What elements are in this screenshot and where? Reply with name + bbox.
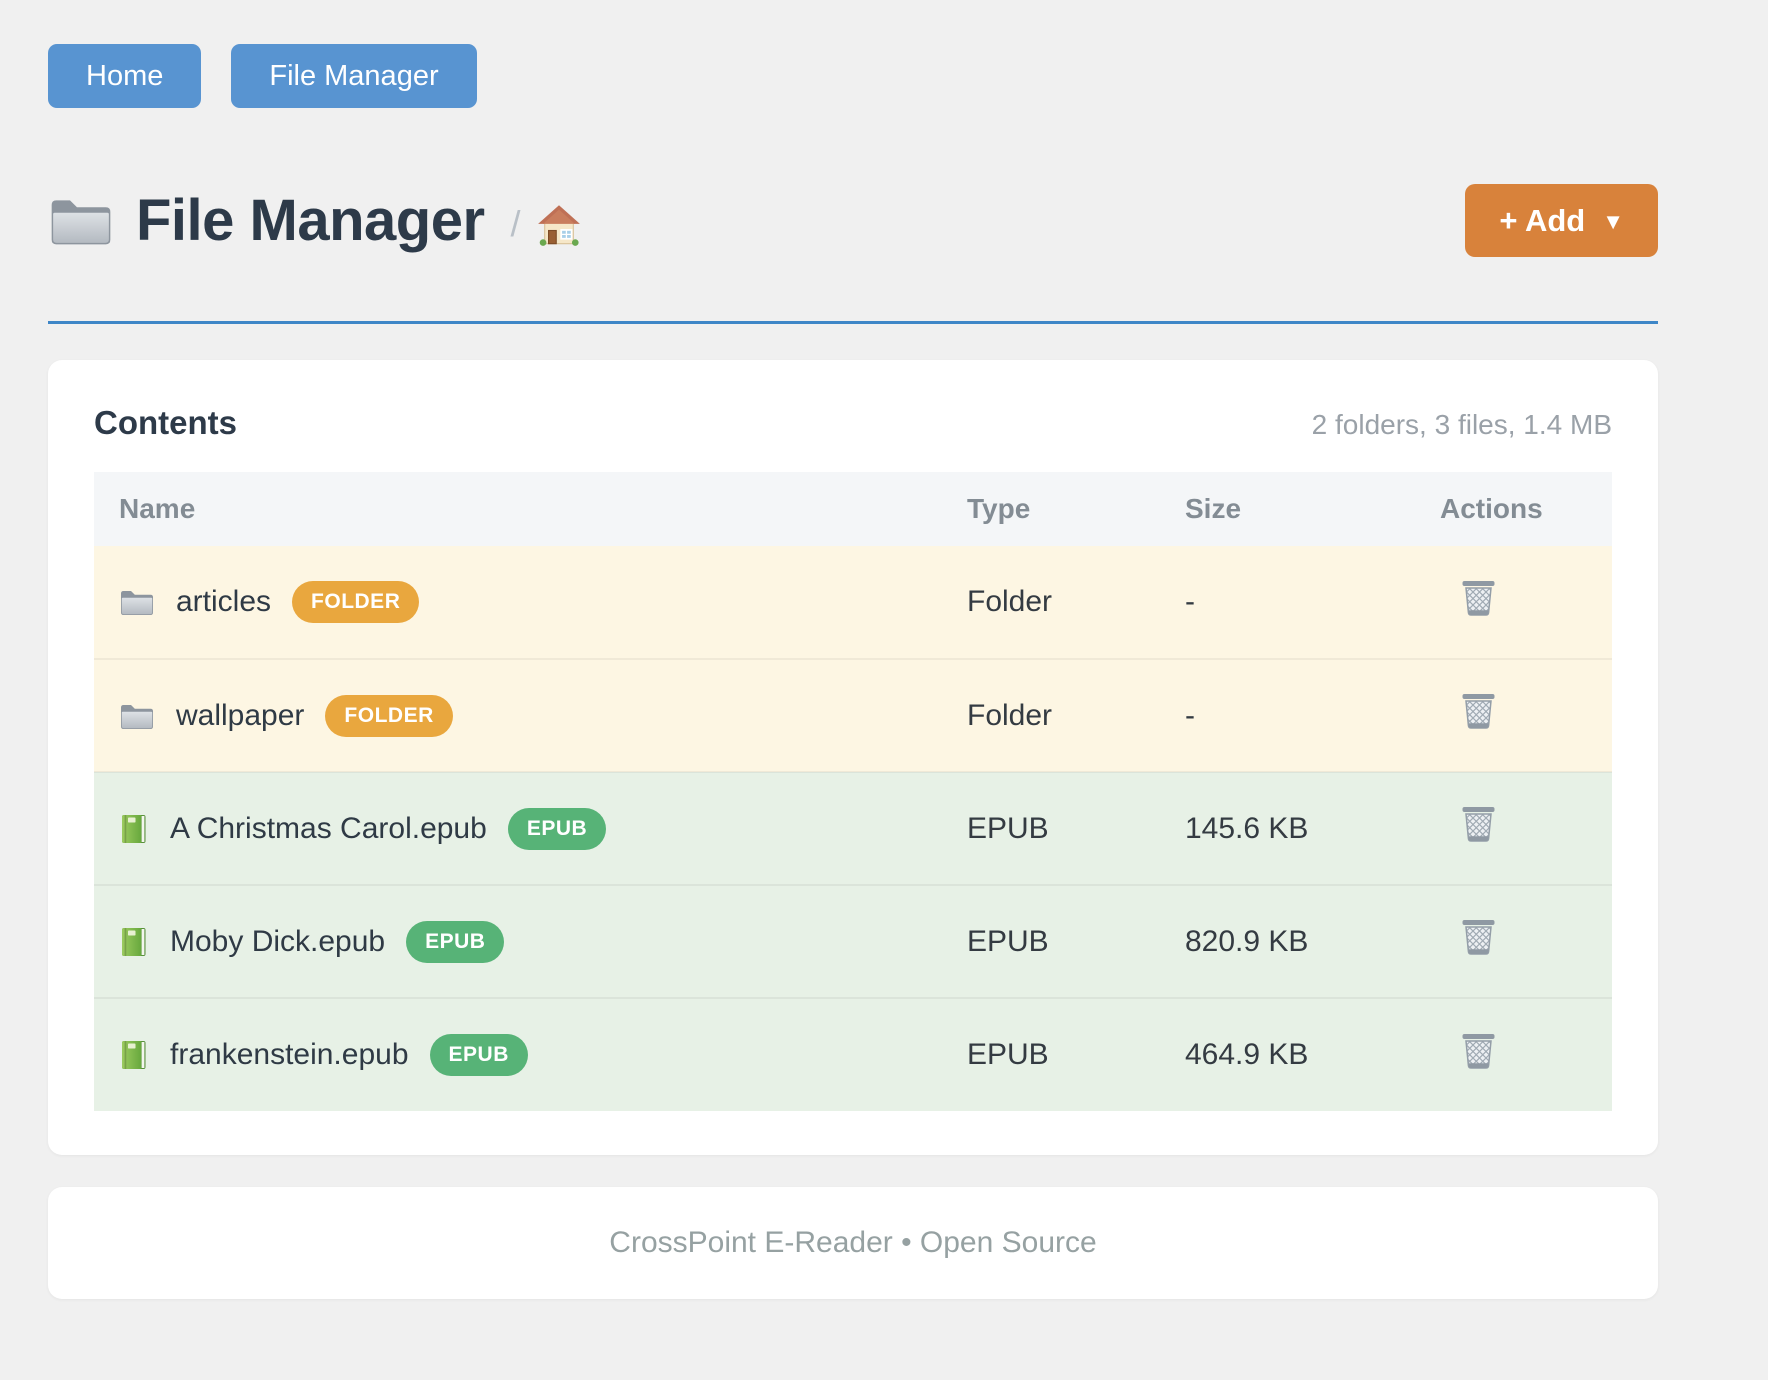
table-row[interactable]: wallpaper FOLDER Folder -	[94, 659, 1612, 772]
caret-down-icon: ▼	[1602, 209, 1624, 234]
file-name: Moby Dick.epub	[170, 924, 386, 958]
trash-icon	[1460, 918, 1497, 957]
delete-button[interactable]	[1460, 1032, 1497, 1071]
column-header-name: Name	[119, 493, 196, 524]
page: Home File Manager File Manager / + Add ▼…	[48, 0, 1658, 1299]
page-title: File Manager	[136, 188, 485, 253]
trash-icon	[1460, 1032, 1497, 1071]
table-row[interactable]: frankenstein.epub EPUB EPUB 464.9 KB	[94, 998, 1612, 1111]
file-size: 464.9 KB	[1185, 1038, 1309, 1071]
nav-home-button[interactable]: Home	[48, 44, 202, 108]
footer-text: CrossPoint E-Reader • Open Source	[609, 1226, 1097, 1259]
green-book-icon	[119, 813, 149, 845]
contents-card: Contents 2 folders, 3 files, 1.4 MB Name…	[48, 360, 1658, 1155]
folder-icon	[48, 193, 114, 248]
folder-icon	[119, 701, 155, 731]
file-size: -	[1185, 698, 1195, 732]
file-name: frankenstein.epub	[170, 1038, 409, 1071]
file-type: Folder	[967, 698, 1053, 732]
table-header-row: Name Type Size Actions	[94, 472, 1612, 546]
file-type: EPUB	[967, 924, 1049, 958]
trash-icon	[1460, 692, 1497, 731]
file-name: wallpaper	[176, 698, 305, 732]
file-badge: EPUB	[429, 1034, 528, 1076]
title-wrap: File Manager /	[48, 187, 581, 254]
add-button-label: + Add	[1499, 202, 1586, 238]
contents-card-header: Contents 2 folders, 3 files, 1.4 MB	[94, 404, 1612, 442]
top-nav: Home File Manager	[48, 0, 1658, 108]
delete-button[interactable]	[1460, 805, 1497, 844]
file-size: -	[1185, 585, 1195, 618]
delete-button[interactable]	[1460, 579, 1497, 618]
file-badge: FOLDER	[325, 694, 453, 737]
page-header: File Manager / + Add ▼	[48, 184, 1658, 257]
file-size: 820.9 KB	[1185, 924, 1309, 958]
table-row[interactable]: articles FOLDER Folder -	[94, 546, 1612, 659]
column-header-actions: Actions	[1440, 493, 1543, 524]
nav-file-manager-button[interactable]: File Manager	[231, 44, 477, 108]
file-type: EPUB	[967, 1038, 1049, 1071]
header-divider	[48, 321, 1658, 324]
green-book-icon	[119, 926, 149, 958]
breadcrumb-home-link[interactable]	[537, 204, 581, 246]
trash-icon	[1460, 579, 1497, 618]
footer: CrossPoint E-Reader • Open Source	[48, 1187, 1658, 1299]
breadcrumb-separator: /	[510, 202, 521, 244]
file-name: articles	[176, 585, 272, 618]
green-book-icon	[119, 1039, 149, 1071]
table-body: articles FOLDER Folder - wallpaper FOLDE…	[94, 546, 1612, 1111]
file-type: Folder	[967, 585, 1053, 618]
column-header-type: Type	[967, 493, 1031, 524]
folder-icon	[119, 587, 155, 617]
files-table: Name Type Size Actions articles FOLDER Fold…	[94, 472, 1612, 1111]
file-badge: FOLDER	[292, 581, 420, 623]
home-icon	[537, 204, 581, 246]
contents-summary: 2 folders, 3 files, 1.4 MB	[1311, 409, 1612, 440]
contents-title: Contents	[94, 404, 237, 441]
file-badge: EPUB	[406, 920, 505, 963]
file-badge: EPUB	[507, 807, 607, 850]
file-name: A Christmas Carol.epub	[170, 811, 487, 845]
delete-button[interactable]	[1460, 918, 1497, 957]
trash-icon	[1460, 805, 1497, 844]
table-row[interactable]: Moby Dick.epub EPUB EPUB 820.9 KB	[94, 885, 1612, 998]
file-size: 145.6 KB	[1185, 811, 1309, 845]
delete-button[interactable]	[1460, 692, 1497, 731]
column-header-size: Size	[1185, 493, 1242, 524]
add-button[interactable]: + Add ▼	[1465, 184, 1658, 257]
table-row[interactable]: A Christmas Carol.epub EPUB EPUB 145.6 K…	[94, 772, 1612, 885]
file-type: EPUB	[967, 811, 1049, 845]
